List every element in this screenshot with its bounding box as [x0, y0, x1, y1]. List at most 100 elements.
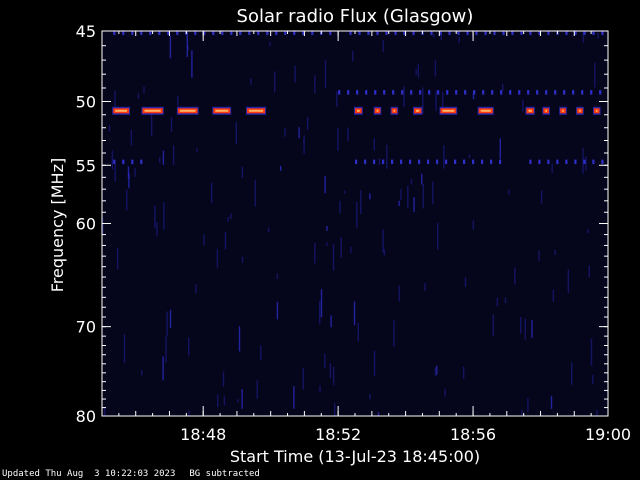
noise-streak	[590, 338, 593, 366]
noise-streak	[293, 386, 295, 409]
noise-streak	[434, 367, 437, 377]
faint-band-dash	[592, 30, 595, 35]
y-tick-label: 45	[76, 22, 96, 41]
noise-streak	[350, 246, 352, 253]
noise-streak	[433, 34, 435, 38]
noise-streak	[156, 222, 158, 236]
faint-band-dash	[140, 30, 143, 35]
faint-band-dash	[131, 159, 134, 165]
noise-streak	[306, 116, 309, 130]
faint-band-dash	[266, 30, 269, 35]
faint-band-dash	[448, 30, 451, 35]
faint-band-dash	[374, 90, 377, 95]
noise-streak	[254, 179, 256, 207]
y-axis-label: Frequency [MHz]	[48, 158, 67, 292]
noise-streak	[159, 157, 161, 163]
faint-band-dash	[403, 30, 406, 35]
noise-streak	[377, 412, 380, 416]
faint-band-dash	[367, 30, 370, 35]
noise-streak	[169, 35, 172, 59]
faint-band-dash	[464, 90, 467, 95]
noise-streak	[238, 326, 241, 352]
noise-streak	[324, 353, 326, 369]
noise-streak	[196, 148, 198, 152]
burst-segment-core	[179, 109, 196, 112]
noise-streak	[210, 182, 213, 204]
faint-band-dash	[556, 159, 559, 165]
noise-streak	[108, 125, 111, 132]
noise-streak	[522, 99, 524, 112]
noise-streak	[462, 366, 465, 379]
noise-streak	[551, 163, 553, 173]
emission-bands	[112, 30, 604, 165]
y-tick-label: 50	[76, 93, 96, 112]
burst-segment-core	[115, 109, 127, 112]
faint-band-dash	[293, 30, 296, 35]
noise-streak	[540, 190, 543, 204]
faint-band-dash	[446, 90, 449, 95]
noise-streak	[538, 250, 540, 261]
noise-streak	[319, 385, 321, 393]
noise-streak	[398, 285, 401, 302]
noise-streak	[188, 410, 190, 416]
noise-streak	[435, 90, 437, 111]
faint-band-dash	[493, 30, 496, 35]
noise-streak	[356, 201, 358, 228]
faint-band-dash	[373, 159, 376, 165]
faint-band-dash	[365, 90, 368, 95]
faint-band-dash	[499, 159, 502, 165]
noise-streak	[162, 150, 165, 165]
noise-streak	[373, 138, 375, 151]
burst-segment-core	[416, 109, 420, 112]
noise-streak	[280, 165, 282, 171]
noise-streak	[514, 267, 516, 285]
faint-band-dash	[509, 90, 512, 95]
faint-band-dash	[581, 90, 584, 95]
faint-band-dash	[412, 30, 415, 35]
noise-streak	[417, 64, 420, 78]
noise-streak	[353, 301, 356, 326]
noise-streak	[319, 300, 321, 324]
noise-streak	[496, 297, 499, 306]
x-axis-label: Start Time (13-Jul-23 18:45:00)	[230, 447, 480, 466]
axis-ticks: 45 50 55 60 70 80 18:48 18:52 18:56 19:00	[76, 22, 631, 444]
y-tick-label: 80	[76, 407, 96, 426]
faint-band-dash	[329, 30, 332, 35]
faint-band-dash	[572, 90, 575, 95]
faint-band-dash	[457, 30, 460, 35]
noise-streak	[400, 189, 402, 200]
faint-band-dash	[599, 90, 602, 95]
noise-streak	[492, 314, 494, 336]
noise-streak	[250, 78, 252, 85]
y-tick-label: 55	[76, 156, 96, 175]
noise-streak	[330, 315, 332, 328]
noise-streak	[386, 144, 388, 169]
noise-streak	[332, 244, 335, 271]
chart-title: Solar radio Flux (Glasgow)	[237, 6, 474, 27]
faint-band-dash	[529, 159, 532, 165]
noise-streak	[444, 388, 446, 397]
noise-streak	[276, 301, 279, 320]
noise-streak	[276, 273, 278, 280]
noise-streak	[126, 189, 128, 211]
noise-streak	[130, 129, 133, 146]
noise-streak	[337, 127, 339, 152]
noise-streak	[224, 231, 227, 250]
noise-streak	[472, 92, 475, 100]
noise-streak	[260, 345, 262, 361]
faint-band-dash	[466, 30, 469, 35]
noise-streak	[235, 122, 237, 145]
noise-streak	[382, 40, 384, 52]
noise-streak	[170, 117, 173, 132]
noise-streak	[552, 289, 555, 302]
noise-streak	[165, 336, 167, 363]
x-tick-label: 18:52	[315, 425, 361, 444]
faint-band-dash	[410, 90, 413, 95]
burst-segment-core	[480, 109, 491, 112]
noise-streak	[443, 144, 445, 169]
faint-band-dash	[472, 159, 475, 165]
faint-band-dash	[176, 30, 179, 35]
noise-streak	[424, 283, 426, 292]
noise-streak	[442, 91, 444, 110]
faint-band-dash	[212, 30, 215, 35]
